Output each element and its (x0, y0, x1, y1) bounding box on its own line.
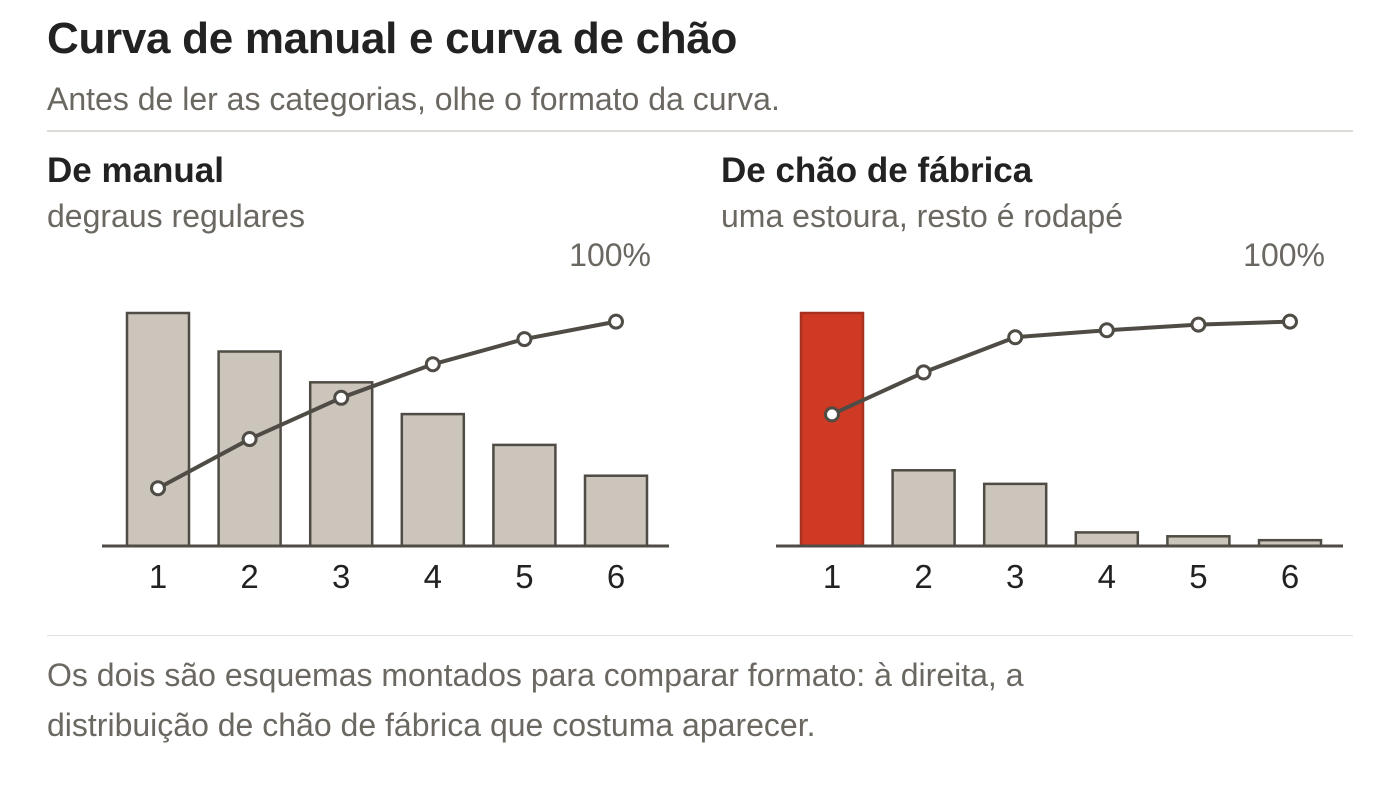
x-tick-label-6: 6 (1281, 558, 1299, 595)
right-pareto-chart: 1 2 3 4 5 6 100% (721, 230, 1361, 610)
x-tick-label-4: 4 (424, 558, 442, 595)
x-tick-label-4: 4 (1098, 558, 1116, 595)
bar-5 (493, 445, 555, 546)
x-tick-label-1: 1 (823, 558, 841, 595)
x-tick-label-1: 1 (149, 558, 167, 595)
right-panel-title: De chão de fábrica (721, 151, 1032, 191)
cumulative-point-4 (426, 358, 439, 371)
bar-1 (127, 313, 189, 546)
footnote-line-1: Os dois são esquemas montados para compa… (47, 650, 1347, 700)
footer-divider (47, 635, 1353, 636)
page-title: Curva de manual e curva de chão (47, 14, 737, 64)
cumulative-line (832, 322, 1290, 415)
x-tick-label-6: 6 (607, 558, 625, 595)
x-tick-label-2: 2 (914, 558, 932, 595)
footnote: Os dois são esquemas montados para compa… (47, 650, 1347, 750)
x-tick-label-3: 3 (1006, 558, 1024, 595)
cumulative-point-4 (1100, 324, 1113, 337)
header-divider (47, 130, 1353, 132)
cumulative-point-1 (152, 482, 165, 495)
x-tick-label-5: 5 (515, 558, 533, 595)
cumulative-point-2 (917, 366, 930, 379)
left-pareto-chart: 1 2 3 4 5 6 100% (47, 230, 687, 610)
cumulative-total-label: 100% (569, 237, 651, 273)
x-tick-label-5: 5 (1189, 558, 1207, 595)
bar-3 (984, 484, 1046, 546)
cumulative-point-5 (1192, 318, 1205, 331)
cumulative-point-3 (1009, 331, 1022, 344)
left-panel-title: De manual (47, 151, 224, 191)
x-tick-label-3: 3 (332, 558, 350, 595)
cumulative-point-6 (1284, 315, 1297, 328)
bar-4 (402, 414, 464, 546)
footnote-line-2: distribuição de chão de fábrica que cost… (47, 700, 1347, 750)
bar-1-highlighted (801, 313, 863, 546)
bar-6 (585, 476, 647, 546)
page-subtitle: Antes de ler as categorias, olhe o forma… (47, 81, 780, 118)
cumulative-point-5 (518, 333, 531, 346)
bar-2 (893, 470, 955, 546)
cumulative-point-3 (335, 391, 348, 404)
bar-4 (1076, 532, 1138, 546)
x-tick-label-2: 2 (240, 558, 258, 595)
cumulative-point-2 (243, 433, 256, 446)
cumulative-point-6 (610, 315, 623, 328)
cumulative-point-1 (826, 408, 839, 421)
cumulative-total-label: 100% (1243, 237, 1325, 273)
